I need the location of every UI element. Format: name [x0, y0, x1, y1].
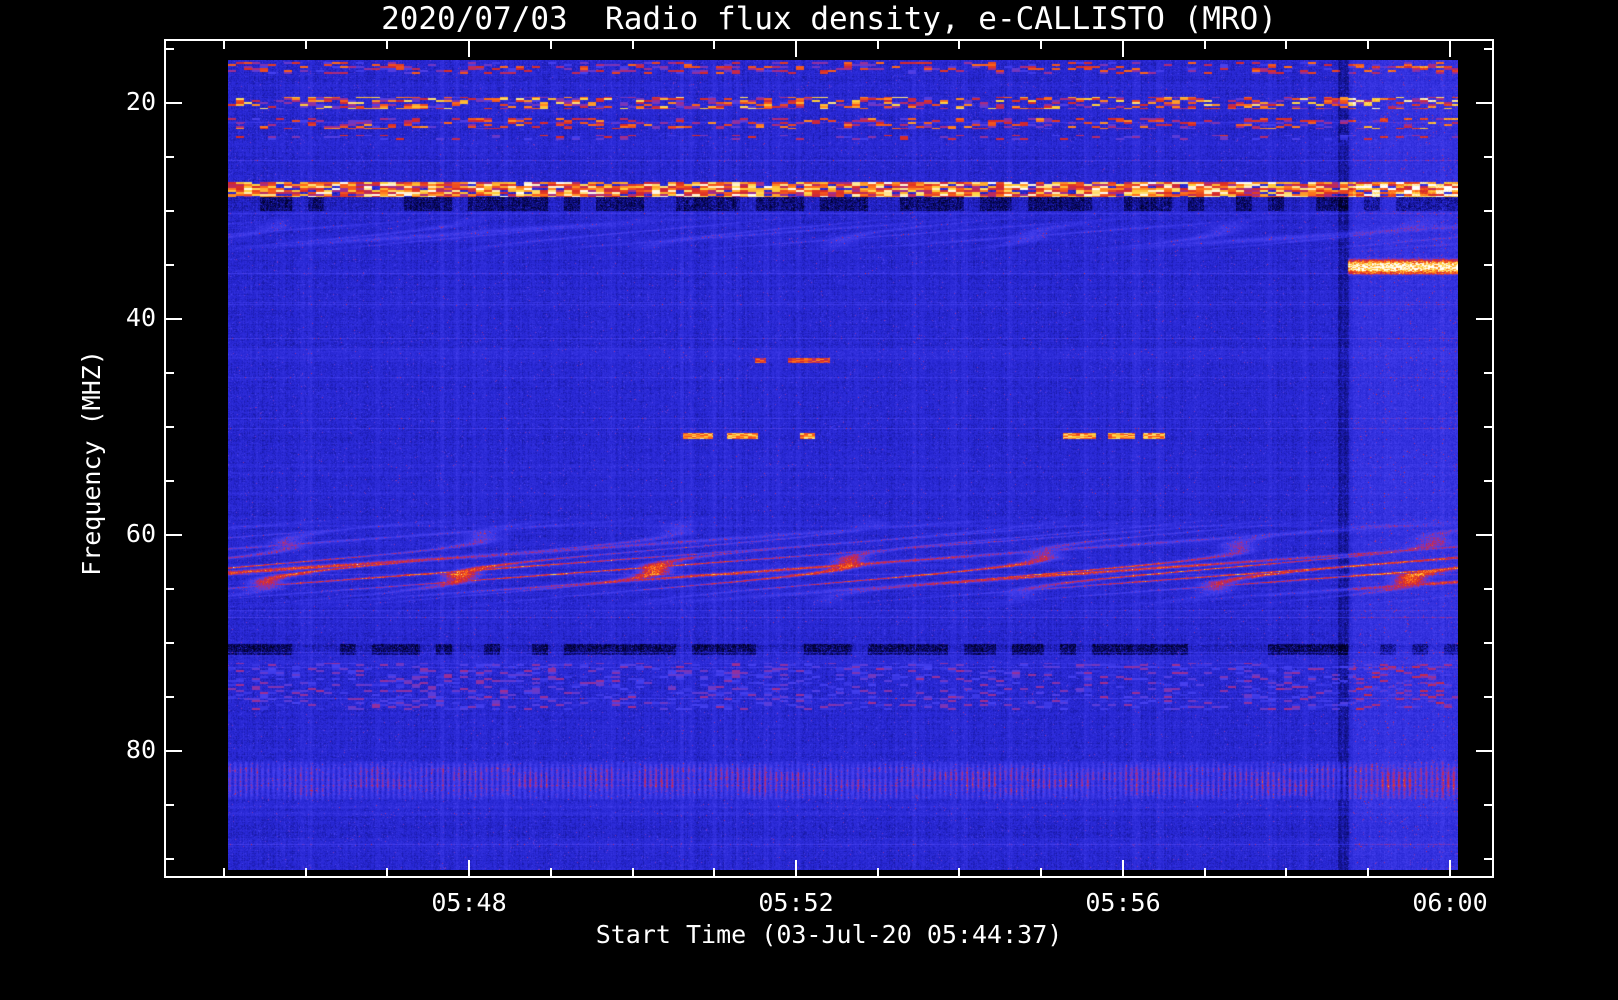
x-axis-tick [1122, 860, 1124, 876]
x-axis-minor-tick [958, 41, 960, 49]
y-axis-minor-tick [166, 156, 174, 158]
x-axis-tick [1122, 41, 1124, 57]
y-axis-minor-tick [1484, 588, 1492, 590]
y-tick-label: 60 [125, 519, 156, 548]
y-axis-minor-tick [1484, 426, 1492, 428]
y-axis-title: Frequency (MHZ) [77, 350, 106, 576]
x-axis-minor-tick [1285, 868, 1287, 876]
x-tick-label: 05:56 [1085, 888, 1161, 917]
x-axis-minor-tick [1204, 41, 1206, 49]
x-tick-label: 05:52 [758, 888, 834, 917]
x-axis-minor-tick [1367, 868, 1369, 876]
y-axis-tick [1476, 534, 1492, 536]
x-axis-title: Start Time (03-Jul-20 05:44:37) [595, 920, 1063, 949]
y-axis-minor-tick [1484, 210, 1492, 212]
x-axis-minor-tick [958, 868, 960, 876]
x-axis-minor-tick [713, 41, 715, 49]
x-axis-tick [795, 860, 797, 876]
x-axis-minor-tick [386, 41, 388, 49]
y-axis-minor-tick [166, 804, 174, 806]
x-tick-label: 05:48 [431, 888, 507, 917]
y-axis-tick [1476, 102, 1492, 104]
y-tick-label: 80 [125, 735, 156, 764]
x-axis-minor-tick [223, 868, 225, 876]
x-axis-minor-tick [386, 868, 388, 876]
y-axis-tick [166, 318, 182, 320]
x-axis-minor-tick [877, 868, 879, 876]
y-axis-minor-tick [1484, 156, 1492, 158]
x-axis-minor-tick [632, 868, 634, 876]
x-axis-minor-tick [550, 41, 552, 49]
x-axis-minor-tick [632, 41, 634, 49]
y-axis-minor-tick [166, 210, 174, 212]
y-axis-minor-tick [166, 372, 174, 374]
y-axis-minor-tick [1484, 48, 1492, 50]
x-axis-tick [795, 41, 797, 57]
plot-frame [164, 39, 1494, 878]
y-axis-tick [166, 534, 182, 536]
x-axis-minor-tick [305, 868, 307, 876]
x-axis-minor-tick [877, 41, 879, 49]
plot-title: 2020/07/03 Radio flux density, e-CALLIST… [381, 1, 1277, 37]
x-axis-minor-tick [550, 868, 552, 876]
x-axis-minor-tick [1040, 868, 1042, 876]
y-axis-minor-tick [166, 588, 174, 590]
y-tick-label: 20 [125, 87, 156, 116]
y-axis-minor-tick [166, 642, 174, 644]
y-axis-tick [166, 102, 182, 104]
x-axis-minor-tick [1040, 41, 1042, 49]
y-axis-minor-tick [1484, 642, 1492, 644]
y-axis-tick [1476, 750, 1492, 752]
y-axis-minor-tick [1484, 858, 1492, 860]
spectrogram-canvas [228, 60, 1458, 870]
y-axis-minor-tick [1484, 696, 1492, 698]
x-axis-minor-tick [223, 41, 225, 49]
y-axis-minor-tick [1484, 480, 1492, 482]
x-axis-minor-tick [1367, 41, 1369, 49]
x-axis-minor-tick [713, 868, 715, 876]
x-axis-minor-tick [1285, 41, 1287, 49]
x-tick-label: 06:00 [1412, 888, 1488, 917]
y-axis-minor-tick [1484, 372, 1492, 374]
y-axis-minor-tick [166, 426, 174, 428]
y-axis-minor-tick [1484, 804, 1492, 806]
y-axis-tick [1476, 318, 1492, 320]
y-axis-minor-tick [166, 480, 174, 482]
y-tick-label: 40 [125, 303, 156, 332]
x-axis-minor-tick [305, 41, 307, 49]
y-axis-minor-tick [1484, 264, 1492, 266]
x-axis-tick [1449, 860, 1451, 876]
x-axis-tick [468, 41, 470, 57]
x-axis-tick [1449, 41, 1451, 57]
y-axis-minor-tick [166, 264, 174, 266]
y-axis-minor-tick [166, 48, 174, 50]
x-axis-minor-tick [1204, 868, 1206, 876]
y-axis-minor-tick [166, 696, 174, 698]
y-axis-minor-tick [166, 858, 174, 860]
y-axis-tick [166, 750, 182, 752]
x-axis-tick [468, 860, 470, 876]
